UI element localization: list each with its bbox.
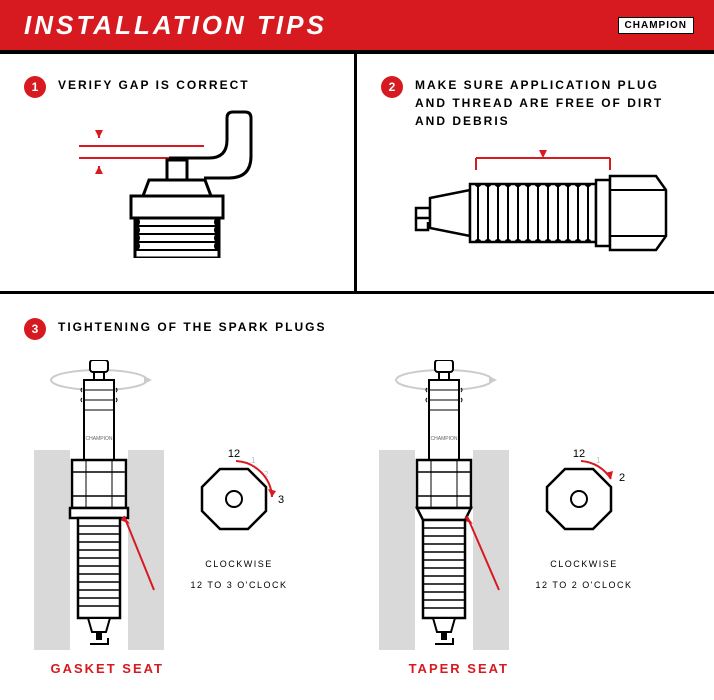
step-title-3: TIGHTENING OF THE SPARK PLUGS [58, 318, 326, 336]
svg-text:CHAMPION: CHAMPION [86, 436, 113, 442]
gasket-clock-dir: CLOCKWISE [184, 558, 294, 571]
thread-diagram [381, 140, 694, 270]
gasket-clock-svg: 12 1 2 3 [184, 445, 294, 545]
panel-clean-thread: 2 MAKE SURE APPLICATION PLUG AND THREAD … [357, 54, 714, 291]
panel-tightening: 3 TIGHTENING OF THE SPARK PLUGS [0, 294, 714, 686]
gap-diagram [24, 108, 334, 258]
step-number-1: 1 [24, 76, 46, 98]
tightening-content: CHAMPION [24, 360, 694, 676]
step-title-1: VERIFY GAP IS CORRECT [58, 76, 250, 94]
gap-svg [49, 108, 309, 258]
step-head-1: 1 VERIFY GAP IS CORRECT [24, 76, 334, 98]
taper-plug-svg: CHAMPION [379, 360, 509, 650]
taper-clock-dir: CLOCKWISE [529, 558, 639, 571]
clock-3: 3 [278, 494, 284, 506]
taper-clock: 12 1 2 CLOCKWISE 12 TO 2 O'CLOCK [529, 445, 639, 591]
step-head-3: 3 TIGHTENING OF THE SPARK PLUGS [24, 318, 694, 340]
thread-svg [398, 140, 678, 270]
gasket-plug-svg: CHAMPION [34, 360, 164, 650]
top-panels: 1 VERIFY GAP IS CORRECT [0, 54, 714, 294]
gasket-clock-range: 12 TO 3 O'CLOCK [184, 579, 294, 592]
taper-seat-label: TAPER SEAT [379, 661, 509, 676]
taper-seat-group: CHAMPION [379, 360, 684, 676]
svg-text:1: 1 [251, 456, 256, 465]
page-title: INSTALLATION TIPS [24, 10, 327, 41]
step-title-2: MAKE SURE APPLICATION PLUG AND THREAD AR… [415, 76, 694, 130]
taper-clock-svg: 12 1 2 [529, 445, 639, 545]
gasket-seat-group: CHAMPION [34, 360, 339, 676]
svg-text:2: 2 [619, 472, 625, 484]
gasket-clock: 12 1 2 3 CLOCKWISE 12 TO 3 O'CLOCK [184, 445, 294, 591]
gasket-plug-diagram: CHAMPION [34, 360, 164, 676]
panel-verify-gap: 1 VERIFY GAP IS CORRECT [0, 54, 357, 291]
header-bar: INSTALLATION TIPS CHAMPION [0, 0, 714, 54]
gasket-seat-label: GASKET SEAT [34, 661, 164, 676]
svg-text:12: 12 [573, 448, 585, 460]
brand-logo: CHAMPION [618, 17, 694, 34]
svg-text:CHAMPION: CHAMPION [431, 436, 458, 442]
step-number-3: 3 [24, 318, 46, 340]
svg-text:1: 1 [596, 456, 601, 465]
taper-plug-diagram: CHAMPION [379, 360, 509, 676]
step-head-2: 2 MAKE SURE APPLICATION PLUG AND THREAD … [381, 76, 694, 130]
taper-clock-range: 12 TO 2 O'CLOCK [529, 579, 639, 592]
clock-12: 12 [228, 448, 240, 460]
step-number-2: 2 [381, 76, 403, 98]
